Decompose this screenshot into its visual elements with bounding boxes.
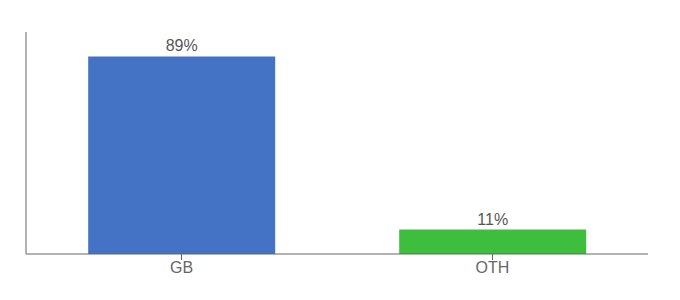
svg-text:GB: GB: [170, 259, 193, 276]
svg-text:89%: 89%: [166, 37, 198, 54]
svg-text:11%: 11%: [477, 211, 508, 228]
svg-text:OTH: OTH: [476, 259, 510, 276]
